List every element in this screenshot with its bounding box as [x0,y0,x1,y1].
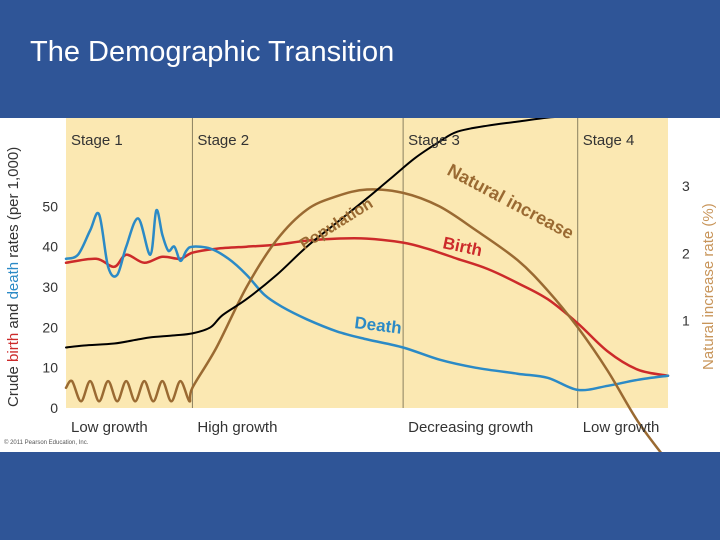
population-line [65,118,555,349]
growth-label: Low growth [583,419,660,436]
y-axis-title-part: Crude [5,362,22,407]
birth-line [64,236,670,377]
growth-label: Decreasing growth [408,419,533,436]
stage-label: Stage 4 [583,132,635,149]
y-tick-label: 20 [42,319,58,335]
stage-label: Stage 3 [408,132,460,149]
y-axis-title-part: birth [5,333,22,362]
death-line [64,208,670,392]
y2-axis-title: Natural increase rate (%) [700,203,717,370]
slide-title: The Demographic Transition [30,36,395,68]
y-axis-title-part: death [5,262,22,300]
y2-tick-label: 2 [682,245,690,261]
stage-label: Stage 2 [197,132,249,149]
y-tick-label: 50 [42,198,58,214]
plot-background [66,118,668,408]
y-axis-title: Crude birth and death rates (per 1,000) [5,147,22,407]
y-tick-label: 30 [42,279,58,295]
y2-tick-label: 3 [682,178,690,194]
demographic-transition-figure: 0 10 20 30 40 50 1 2 3 Crude birth and death rate… [0,118,720,452]
y-tick-label: 40 [42,239,58,255]
natural-increase-line [64,188,662,452]
stage-label: Stage 1 [71,132,123,149]
y-axis-title-part: and [5,299,22,332]
growth-label: High growth [197,419,277,436]
y-tick-label: 10 [42,360,58,376]
copyright-notice: © 2011 Pearson Education, Inc. [4,440,89,446]
y-tick-label: 0 [50,400,58,416]
y2-tick-label: 1 [682,313,690,329]
growth-label: Low growth [71,419,148,436]
y-axis-title-part: rates (per 1,000) [5,147,22,262]
chart-svg: 0 10 20 30 40 50 1 2 3 Crude birth and death rate… [5,118,717,452]
